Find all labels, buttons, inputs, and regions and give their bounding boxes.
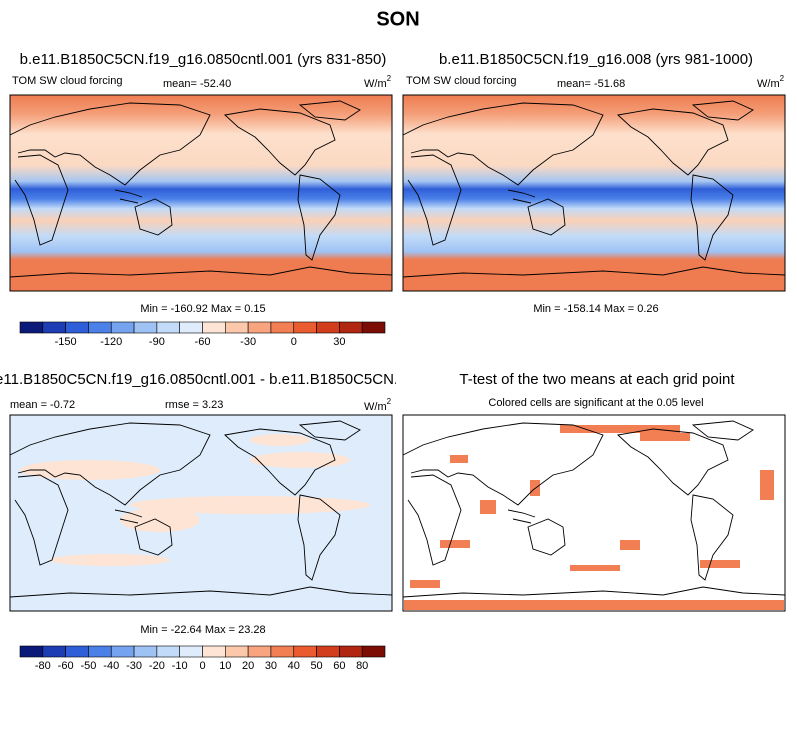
colorbar-label: 30 [333,336,345,348]
colorbar-box [19,321,44,334]
colorbar-box [339,321,363,334]
colorbar-box [293,321,317,334]
colorbar-label: -20 [149,660,165,672]
panel-mean: mean= -52.40 [163,78,231,90]
colorbar-label: 60 [333,660,345,672]
units: W/m [757,78,780,90]
colorbar-label: -10 [172,660,188,672]
colorbar-box [110,645,135,658]
units: W/m [364,78,387,90]
colorbar-box [225,321,249,334]
colorbar-label: 80 [356,660,368,672]
panel-stats: Min = -22.64 Max = 23.28 [140,624,265,636]
colorbar-box [179,645,203,658]
colorbar-label: 40 [288,660,300,672]
colorbar-box [133,321,158,334]
panel-mean: mean = -0.72 [10,399,75,411]
panel-title: T-test of the two means at each grid poi… [459,371,735,388]
colorbar-box [202,645,226,658]
colorbar-label: -80 [35,660,51,672]
colorbar: -150 -120 -90 -60 -30 0 30 [19,321,386,348]
panel-units: W/m2 [364,397,392,413]
panel-rmse: rmse = 3.23 [165,399,223,411]
panel-stats: Min = -158.14 Max = 0.26 [533,303,658,315]
panel-label: TOM SW cloud forcing [406,75,516,87]
colorbar-label: -30 [126,660,142,672]
colorbar-box [247,321,272,334]
colorbar-box [110,321,135,334]
colorbar-box [156,645,180,658]
colorbar-label: -30 [240,336,256,348]
colorbar-label: -60 [58,660,74,672]
colorbar-label: 10 [219,660,231,672]
colorbar-box [247,645,272,658]
colorbar-label: 0 [291,336,297,348]
map-shading [20,434,370,566]
units-power: 2 [387,74,392,83]
panel-title: b.e11.B1850C5CN.f19_g16.0850cntl.001 - b… [0,371,481,388]
panel-subtitle: Colored cells are significant at the 0.0… [488,397,703,409]
colorbar-box [65,645,89,658]
colorbar-label: 30 [265,660,277,672]
colorbar-box [202,321,226,334]
colorbar-box [42,321,66,334]
colorbar-box [42,645,66,658]
panel-stats: Min = -160.92 Max = 0.15 [140,303,265,315]
colorbar-label: 50 [310,660,322,672]
colorbar-box [225,645,249,658]
panel-mean: mean= -51.68 [557,78,625,90]
colorbar-box [19,645,44,658]
colorbar: -80 -60 -50 -40 -30 -20 -10 0 10 20 30 40 50 60 80 [19,645,386,672]
colorbar-box [88,321,112,334]
colorbar-label: 20 [242,660,254,672]
map [402,414,786,612]
colorbar-label: -150 [55,336,77,348]
colorbar-box [293,645,317,658]
figure-title: SON [376,8,419,30]
colorbar-box [156,321,180,334]
map [9,94,393,292]
colorbar-label: -40 [103,660,119,672]
colorbar-label: 0 [199,660,205,672]
colorbar-label: -90 [149,336,165,348]
units-power: 2 [780,74,785,83]
map [402,94,786,292]
panel-title: b.e11.B1850C5CN.f19_g16.0850cntl.001 (yr… [20,51,387,68]
colorbar-box [179,321,203,334]
title-backdrop [396,368,797,392]
significant-cells [404,425,784,610]
colorbar-box [361,321,386,334]
panel-title: b.e11.B1850C5CN.f19_g16.008 (yrs 981-100… [439,51,753,68]
colorbar-box [270,645,295,658]
colorbar-label: -60 [195,336,211,348]
colorbar-box [339,645,363,658]
panel-units: W/m2 [364,74,392,90]
colorbar-label: -120 [100,336,122,348]
colorbar-box [316,321,340,334]
colorbar-box [133,645,158,658]
colorbar-box [316,645,340,658]
colorbar-box [361,645,386,658]
units-power: 2 [387,397,392,406]
colorbar-box [65,321,89,334]
panel-label: TOM SW cloud forcing [12,75,122,87]
colorbar-label: -50 [80,660,96,672]
units: W/m [364,401,387,413]
colorbar-box [88,645,112,658]
colorbar-box [270,321,295,334]
panel-units: W/m2 [757,74,785,90]
